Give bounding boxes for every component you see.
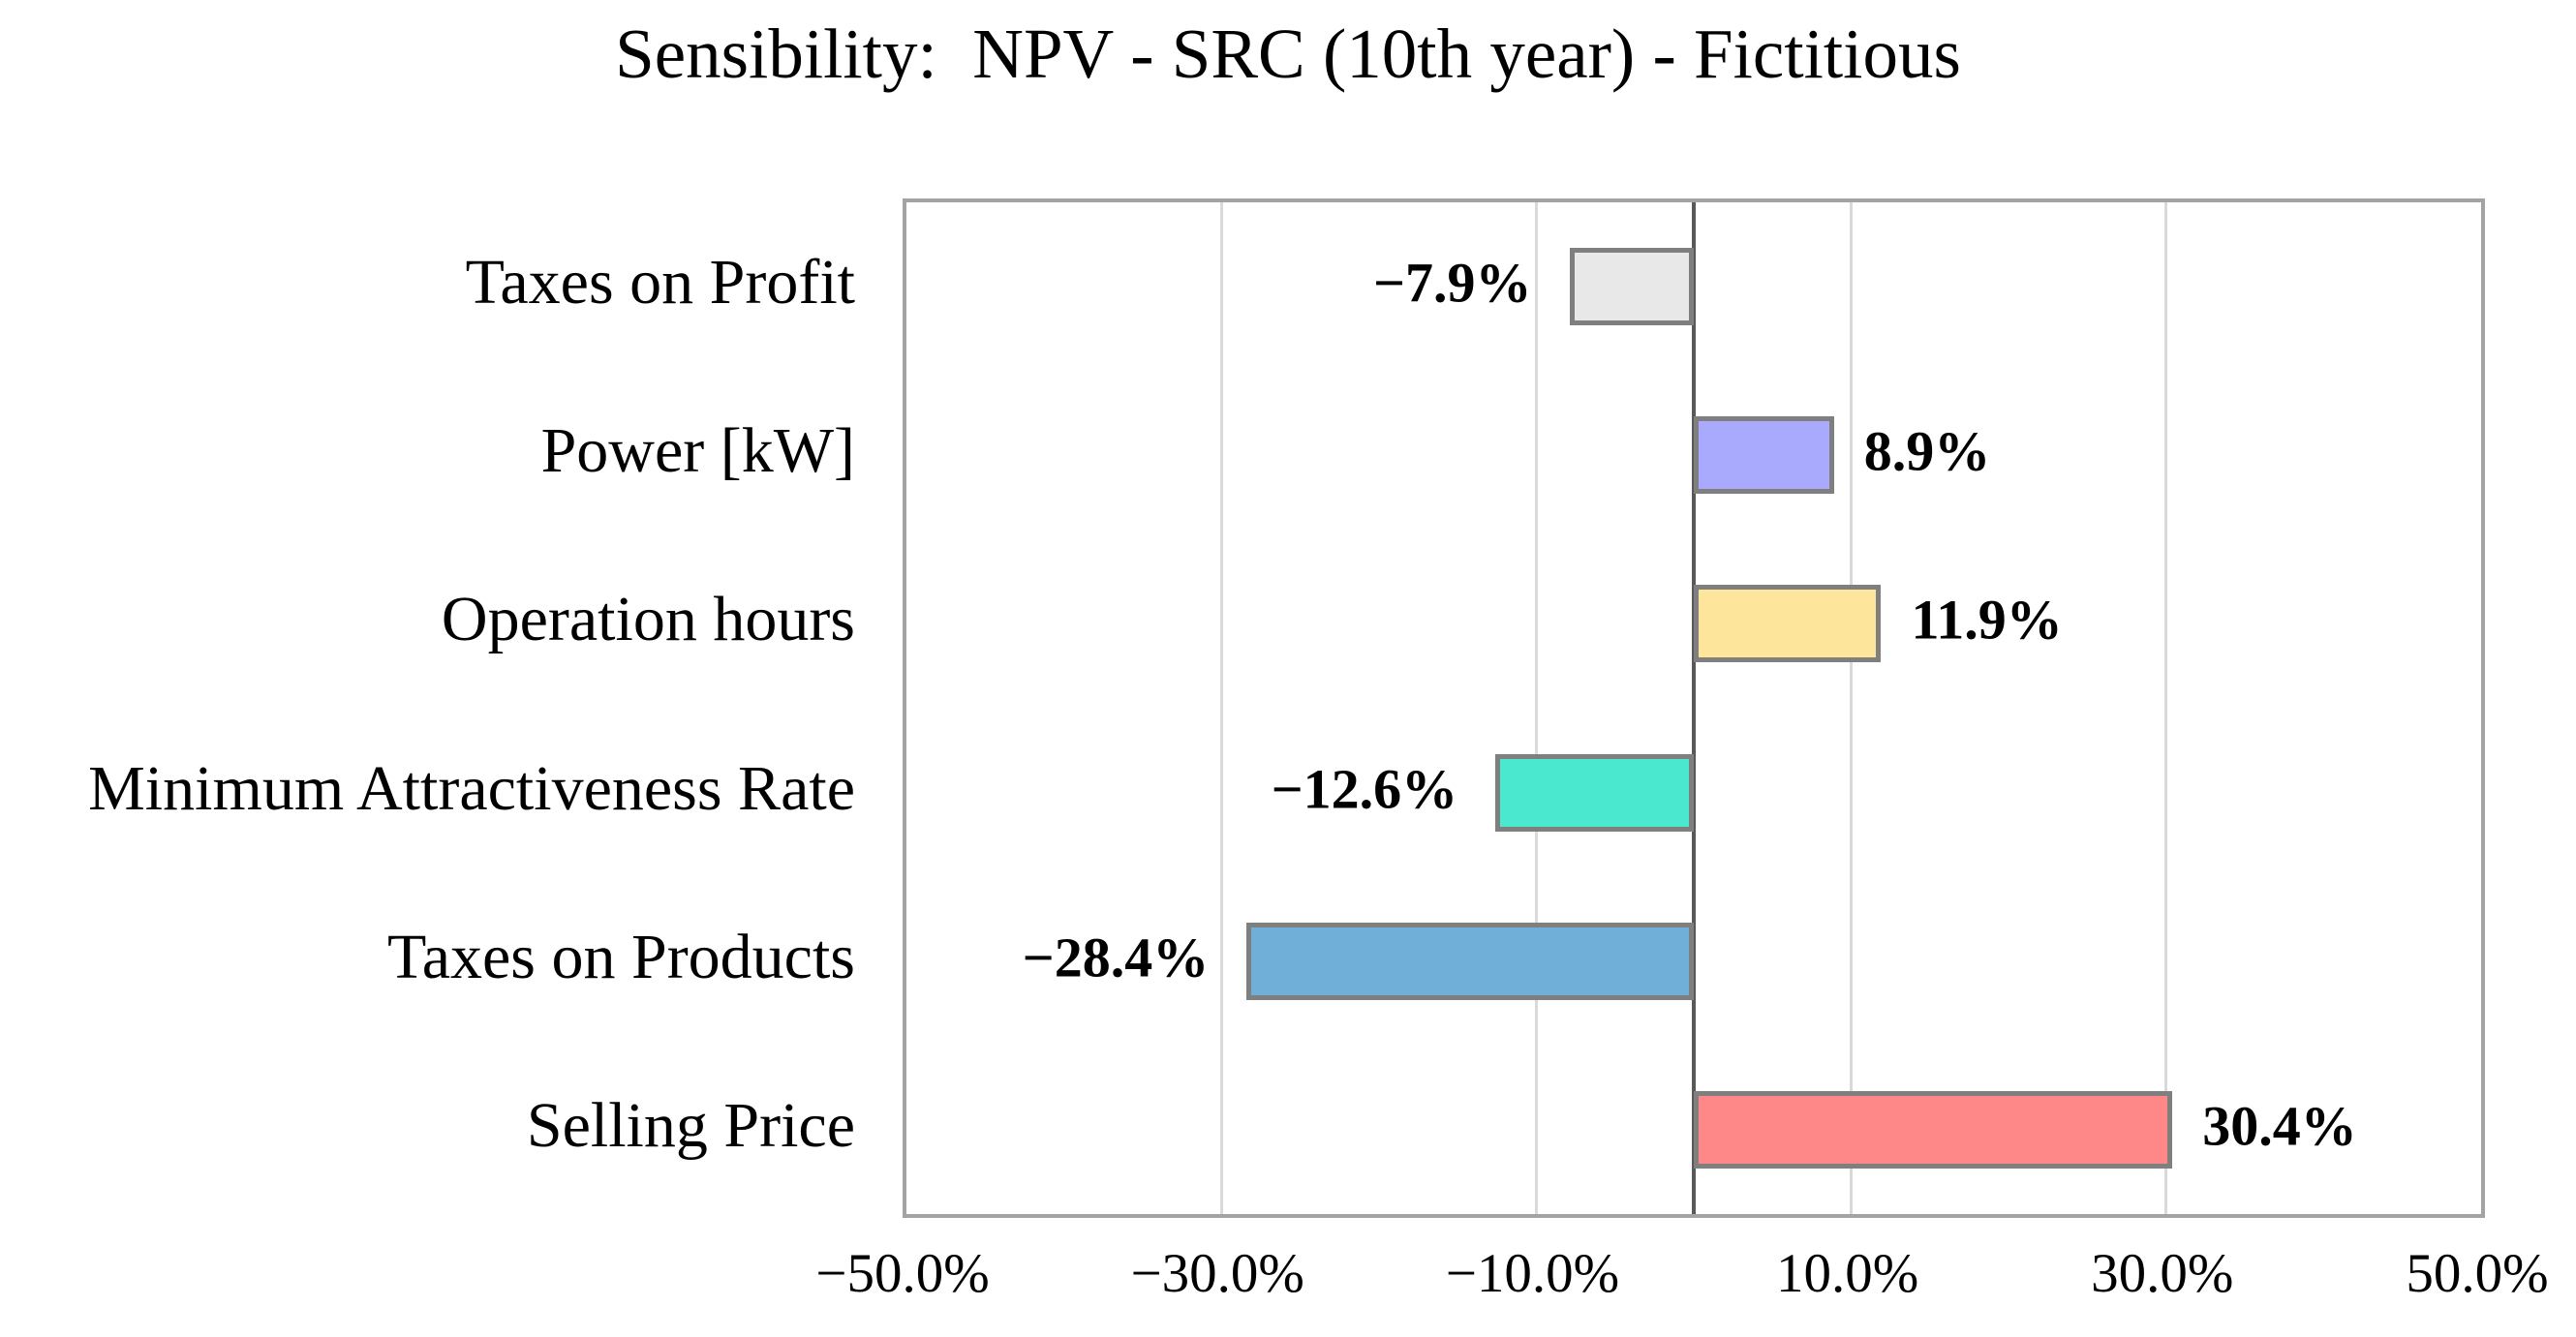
x-tick-label--10: −10.0%: [1445, 1243, 1620, 1304]
value-label: −12.6%: [1271, 757, 1458, 821]
bar-power-kw-: [1694, 416, 1834, 495]
value-label: −28.4%: [1022, 926, 1210, 989]
value-label: 11.9%: [1911, 588, 2063, 652]
category-label: Selling Price: [526, 1089, 855, 1161]
gridline-10: [1850, 202, 1854, 1214]
category-label: Taxes on Profit: [465, 247, 855, 319]
value-label: 30.4%: [2202, 1094, 2357, 1158]
plot-area: [903, 198, 2485, 1218]
value-label: −7.9%: [1372, 251, 1532, 315]
x-tick-label-50: 50.0%: [2406, 1243, 2549, 1304]
bar-minimum-attractiveness-rate: [1495, 753, 1694, 832]
gridline-30: [2164, 202, 2168, 1214]
x-tick-label-10: 10.0%: [1775, 1243, 1919, 1304]
zero-axis-line: [1692, 202, 1696, 1214]
category-label: Power [kW]: [540, 415, 855, 487]
category-label: Minimum Attractiveness Rate: [88, 752, 855, 824]
bar-taxes-on-profit: [1569, 248, 1694, 326]
x-tick-label--50: −50.0%: [815, 1243, 990, 1304]
gridline--10: [1534, 202, 1538, 1214]
value-label: 8.9%: [1863, 419, 1991, 483]
bar-operation-hours: [1694, 585, 1882, 663]
bar-selling-price: [1694, 1090, 2173, 1169]
x-tick-label-30: 30.0%: [2091, 1243, 2234, 1304]
chart-title: Sensibility: NPV - SRC (10th year) - Fic…: [615, 15, 1961, 93]
x-tick-label--30: −30.0%: [1130, 1243, 1304, 1304]
category-label: Operation hours: [441, 584, 855, 655]
category-label: Taxes on Products: [387, 921, 855, 992]
bar-taxes-on-products: [1246, 922, 1694, 1000]
gridline--30: [1219, 202, 1223, 1214]
